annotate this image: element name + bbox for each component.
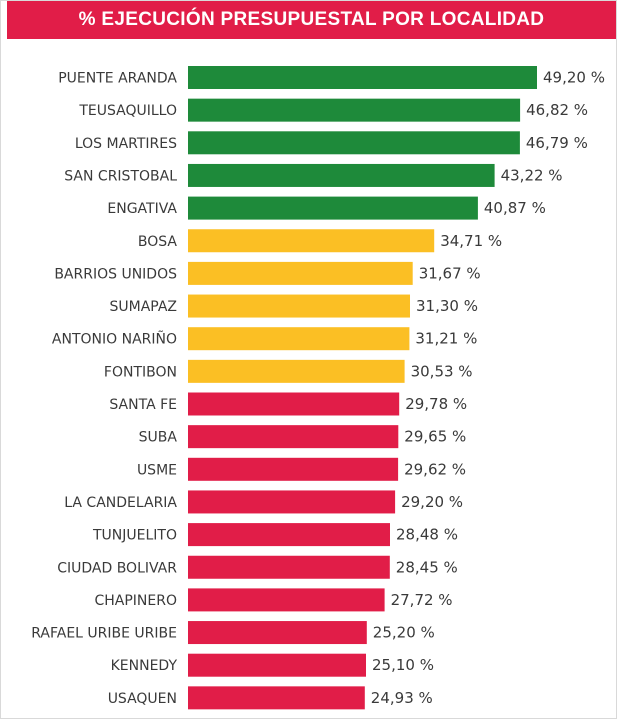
value-label: 29,62 % <box>404 460 466 478</box>
value-label: 31,21 % <box>415 330 477 348</box>
category-label: CIUDAD BOLIVAR <box>57 560 177 576</box>
value-label: 46,79 % <box>526 134 588 152</box>
category-label: ANTONIO NARIÑO <box>52 331 177 348</box>
value-label: 30,53 % <box>411 362 473 380</box>
bar[interactable] <box>188 327 410 351</box>
value-label: 31,30 % <box>416 297 478 315</box>
category-label: ENGATIVA <box>107 201 177 217</box>
bar[interactable] <box>188 196 478 220</box>
value-label: 28,48 % <box>396 526 458 544</box>
title-bar: % EJECUCIÓN PRESUPUESTAL POR LOCALIDAD <box>7 1 616 39</box>
value-label: 43,22 % <box>501 166 563 184</box>
category-label: KENNEDY <box>111 658 178 674</box>
category-label: TEUSAQUILLO <box>78 103 177 119</box>
category-label: SANTA FE <box>109 397 177 413</box>
bar[interactable] <box>188 490 396 514</box>
value-label: 24,93 % <box>371 689 433 707</box>
value-label: 29,20 % <box>401 493 463 511</box>
bar[interactable] <box>188 359 405 383</box>
category-label: USAQUEN <box>108 691 177 707</box>
category-label: BOSA <box>138 234 178 250</box>
bar[interactable] <box>188 457 399 481</box>
category-label: SUMAPAZ <box>109 299 177 315</box>
category-label: RAFAEL URIBE URIBE <box>31 626 177 642</box>
bar[interactable] <box>188 66 537 89</box>
value-label: 29,78 % <box>405 395 467 413</box>
bar[interactable] <box>188 163 495 187</box>
category-label: BARRIOS UNIDOS <box>54 266 177 282</box>
bar[interactable] <box>188 653 366 677</box>
bar[interactable] <box>188 621 367 645</box>
bar[interactable] <box>188 425 399 449</box>
chart-title: % EJECUCIÓN PRESUPUESTAL POR LOCALIDAD <box>78 9 545 30</box>
bar[interactable] <box>188 294 410 318</box>
value-label: 46,82 % <box>526 101 588 119</box>
bar[interactable] <box>188 555 390 579</box>
bar[interactable] <box>188 261 413 285</box>
value-label: 25,10 % <box>372 656 434 674</box>
value-label: 29,65 % <box>404 428 466 446</box>
value-label: 28,45 % <box>396 558 458 576</box>
category-label: PUENTE ARANDA <box>58 71 177 87</box>
category-label: CHAPINERO <box>94 593 177 609</box>
value-label: 27,72 % <box>391 591 453 609</box>
bar[interactable] <box>188 98 521 122</box>
category-label: LOS MARTIRES <box>75 136 177 152</box>
category-label: TUNJUELITO <box>92 528 177 544</box>
bar[interactable] <box>188 686 365 710</box>
bar[interactable] <box>188 229 435 253</box>
value-label: 40,87 % <box>484 199 546 217</box>
bar[interactable] <box>188 392 400 416</box>
value-label: 31,67 % <box>419 264 481 282</box>
category-label: FONTIBON <box>104 364 177 380</box>
value-label: 34,71 % <box>440 232 502 250</box>
bar[interactable] <box>188 588 385 612</box>
category-label: LA CANDELARIA <box>64 495 177 511</box>
value-label: 25,20 % <box>373 624 435 642</box>
category-label: SAN CRISTOBAL <box>64 168 177 184</box>
category-label: USME <box>137 462 177 478</box>
value-label: 49,20 % <box>543 69 605 87</box>
category-label: SUBA <box>139 430 178 446</box>
bar[interactable] <box>188 131 520 155</box>
bar[interactable] <box>188 523 390 547</box>
